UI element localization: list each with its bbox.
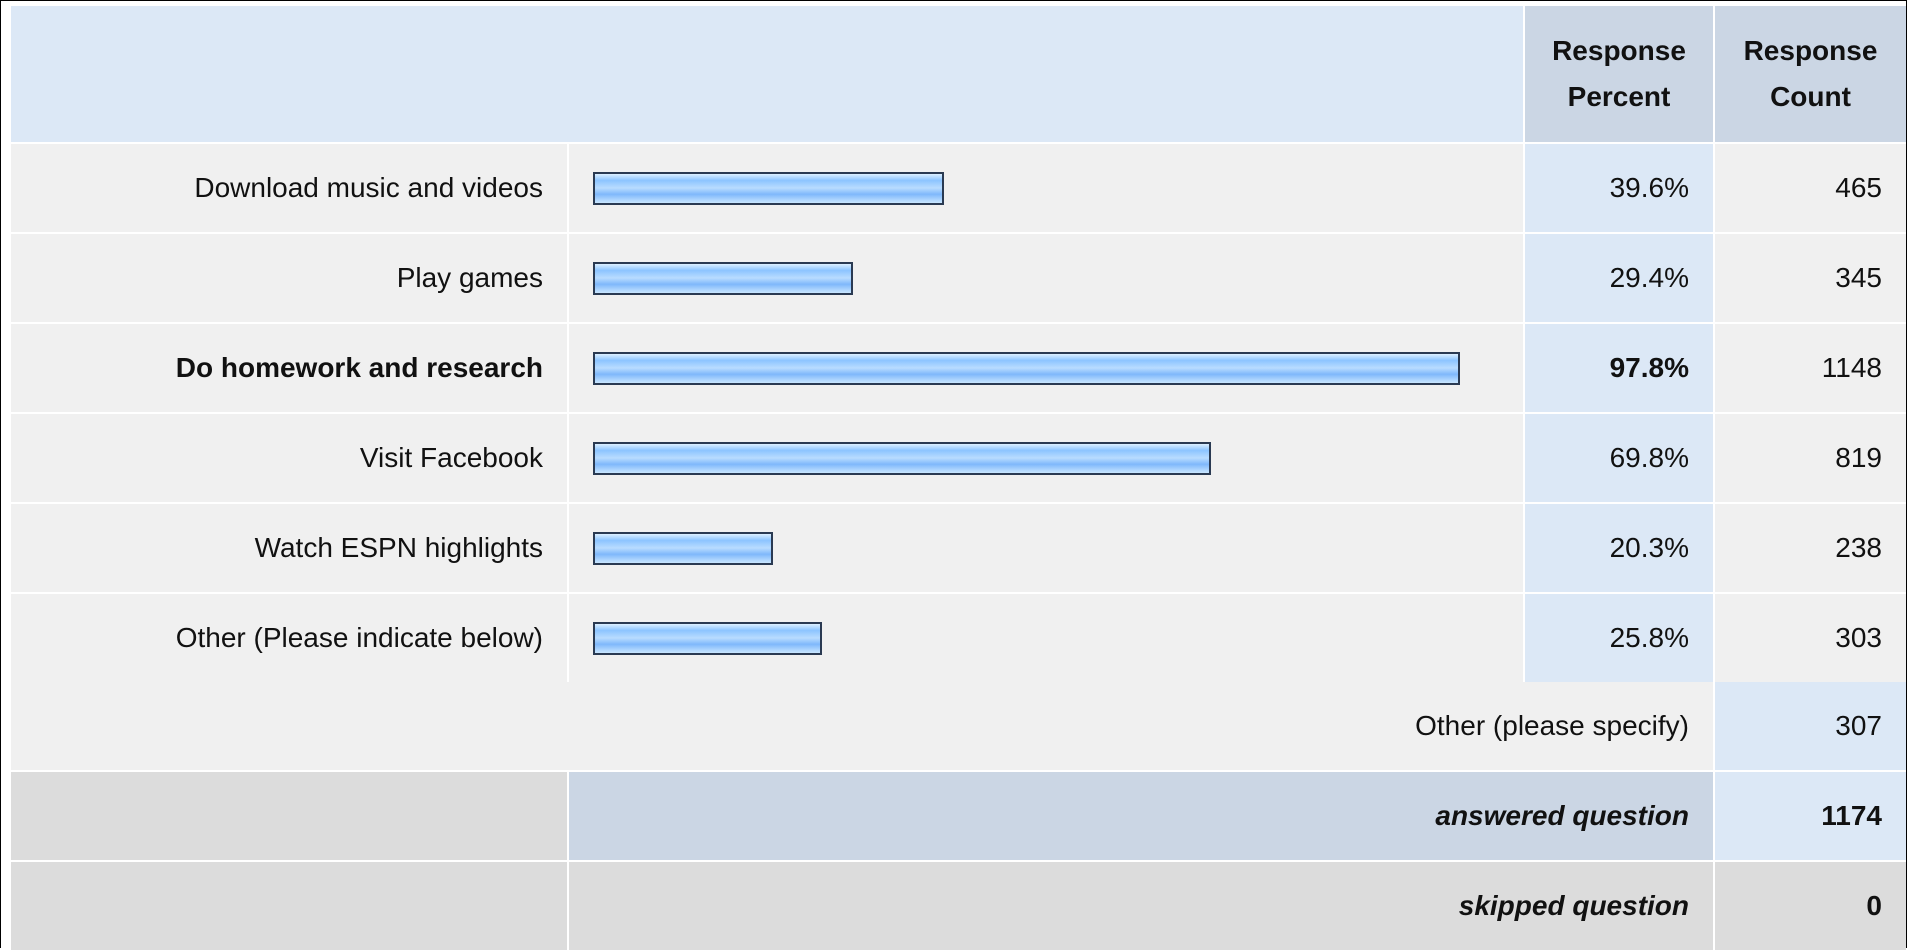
response-count: 1148 [1715,324,1906,412]
table-row: Play games 29.4% 345 [11,234,1906,322]
response-bar [593,262,853,295]
response-count: 303 [1715,594,1906,682]
answered-question-row: answered question 1174 [11,772,1906,860]
table-header: Response Percent Response Count [11,6,1906,142]
category-label: Visit Facebook [11,414,567,502]
answered-blank-cell [11,772,567,860]
response-count: 345 [1715,234,1906,322]
answered-question-label: answered question [569,772,1713,860]
bar-cell [569,324,1523,412]
response-bar [593,442,1211,475]
category-label: Other (Please indicate below) [11,594,567,682]
response-percent: 29.4% [1525,234,1713,322]
response-count: 465 [1715,144,1906,232]
header-blank-cell [11,6,1523,142]
bar-cell [569,234,1523,322]
category-label: Play games [11,234,567,322]
table-row: Visit Facebook 69.8% 819 [11,414,1906,502]
response-percent: 20.3% [1525,504,1713,592]
response-percent: 97.8% [1525,324,1713,412]
skipped-blank-cell [11,862,567,950]
response-percent: 25.8% [1525,594,1713,682]
response-percent: 39.6% [1525,144,1713,232]
response-bar [593,622,822,655]
bar-cell [569,504,1523,592]
skipped-question-row: skipped question 0 [11,862,1906,950]
category-label: Do homework and research [11,324,567,412]
response-bar [593,352,1460,385]
table-row: Watch ESPN highlights 20.3% 238 [11,504,1906,592]
category-label: Watch ESPN highlights [11,504,567,592]
bar-cell [569,594,1523,682]
other-specify-label: Other (please specify) [11,682,1713,770]
header-response-percent: Response Percent [1525,6,1713,142]
response-percent: 69.8% [1525,414,1713,502]
other-specify-count: 307 [1715,682,1906,770]
answered-question-count: 1174 [1715,772,1906,860]
category-label: Download music and videos [11,144,567,232]
response-count: 238 [1715,504,1906,592]
response-count: 819 [1715,414,1906,502]
table-row: Download music and videos 39.6% 465 [11,144,1906,232]
bar-cell [569,414,1523,502]
header-response-count: Response Count [1715,6,1906,142]
other-specify-row: Other (please specify) 307 [11,682,1906,770]
skipped-question-label: skipped question [569,862,1713,950]
bar-cell [569,144,1523,232]
table-row: Do homework and research 97.8% 1148 [11,324,1906,412]
table-row: Other (Please indicate below) 25.8% 303 [11,594,1906,682]
response-bar [593,532,773,565]
response-bar [593,172,944,205]
skipped-question-count: 0 [1715,862,1906,950]
